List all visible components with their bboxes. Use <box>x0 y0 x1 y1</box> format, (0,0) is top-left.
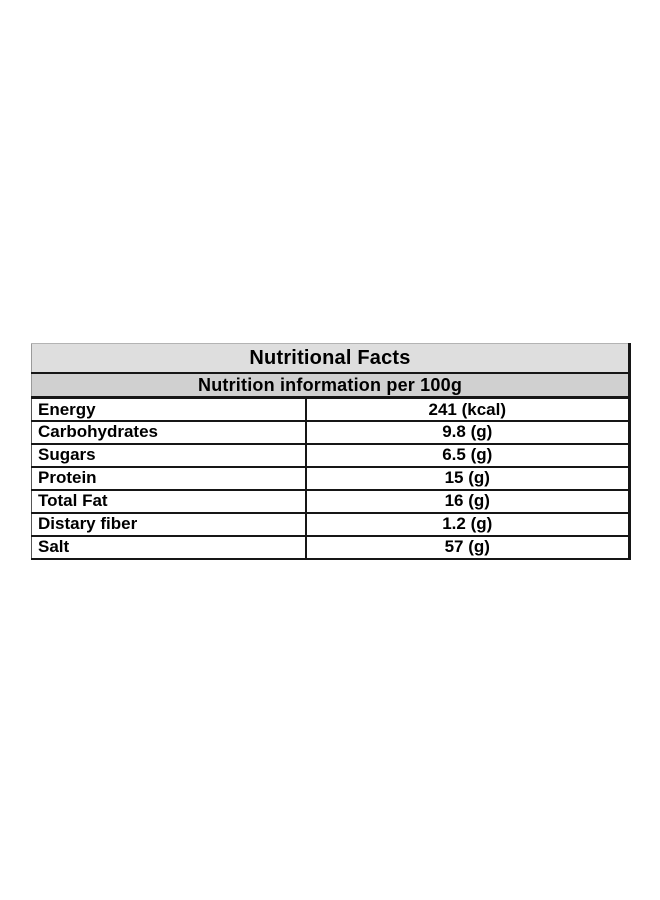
table-row: Sugars 6.5 (g) <box>31 442 632 468</box>
table-row: Carbohydrates 9.8 (g) <box>31 419 632 445</box>
nutrient-value: 16 (g) <box>304 488 632 514</box>
table-row: Salt 57 (g) <box>31 534 632 560</box>
table-subtitle: Nutrition information per 100g <box>30 371 632 399</box>
nutrition-facts-table: Nutritional Facts Nutrition information … <box>30 343 632 560</box>
nutrient-value: 1.2 (g) <box>304 511 632 537</box>
nutrient-value: 241 (kcal) <box>304 396 632 422</box>
table-row: Distary fiber 1.2 (g) <box>31 511 632 537</box>
nutrient-label: Total Fat <box>31 488 307 514</box>
table-subtitle-row: Nutrition information per 100g <box>30 371 632 399</box>
nutrient-value: 9.8 (g) <box>304 419 632 445</box>
nutrient-label: Sugars <box>31 442 307 468</box>
table-row: Energy 241 (kcal) <box>31 396 632 422</box>
nutrient-label: Protein <box>31 465 307 491</box>
nutrient-value: 6.5 (g) <box>304 442 632 468</box>
nutrient-value: 57 (g) <box>304 534 632 560</box>
nutrient-label: Distary fiber <box>31 511 307 537</box>
table-title-row: Nutritional Facts <box>30 343 632 374</box>
nutrient-label: Carbohydrates <box>31 419 307 445</box>
nutrient-value: 15 (g) <box>304 465 632 491</box>
table-row: Total Fat 16 (g) <box>31 488 632 514</box>
table-row: Protein 15 (g) <box>31 465 632 491</box>
table-title: Nutritional Facts <box>30 343 632 374</box>
nutrient-label: Salt <box>31 534 307 560</box>
nutrient-label: Energy <box>31 396 307 422</box>
